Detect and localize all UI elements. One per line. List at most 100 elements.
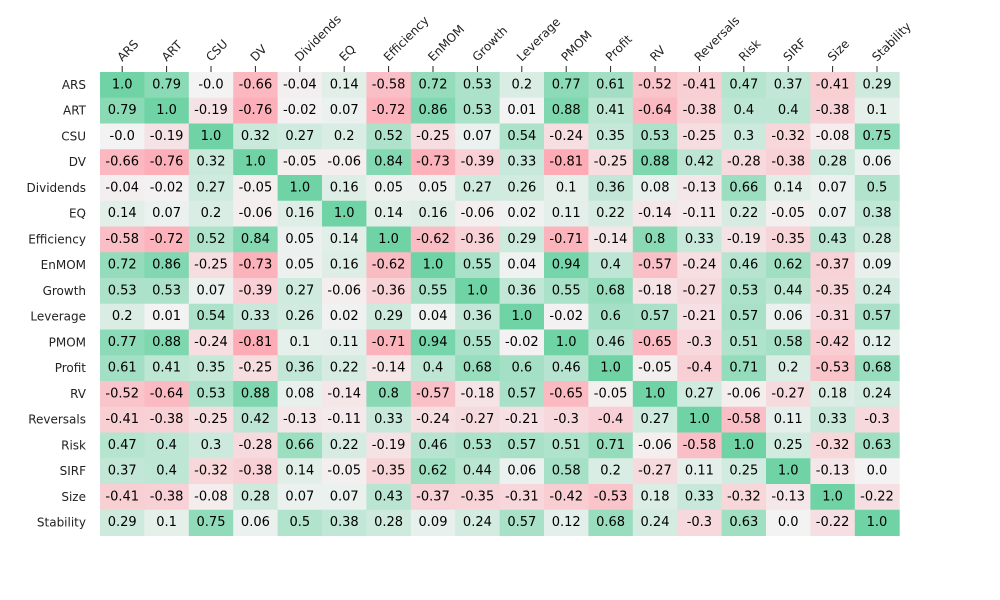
cell-value-label: 0.63: [729, 515, 758, 530]
cell-value-label: 0.1: [156, 515, 177, 530]
cell-value-label: 1.0: [467, 283, 488, 298]
cell-value-label: -0.08: [194, 489, 228, 504]
cell-value-label: 0.09: [419, 515, 448, 530]
heatmap-cell: [721, 226, 767, 253]
cell-value-label: 1.0: [511, 309, 532, 324]
cell-value-label: 0.38: [863, 206, 892, 221]
cell-value-label: -0.71: [372, 335, 406, 350]
heatmap-cell: [455, 72, 501, 99]
heatmap-cell: [810, 406, 856, 433]
heatmap-cell: [233, 278, 279, 305]
heatmap-cell: [499, 329, 545, 356]
heatmap-cell: [455, 175, 501, 202]
heatmap-cell: [188, 329, 234, 356]
heatmap-cell: [233, 149, 279, 176]
cell-value-label: 0.55: [463, 258, 492, 273]
heatmap-cell: [632, 484, 678, 511]
cell-value-label: -0.24: [194, 335, 228, 350]
cell-value-label: 0.04: [507, 258, 536, 273]
heatmap-cell: [544, 252, 589, 279]
heatmap-cell: [455, 406, 501, 433]
cell-value-label: -0.06: [239, 206, 273, 221]
heatmap-cell: [677, 226, 723, 253]
cell-value-label: 0.8: [378, 386, 399, 401]
cell-value-label: 0.42: [241, 412, 270, 427]
cell-value-label: -0.22: [860, 489, 894, 504]
heatmap-cell: [455, 278, 501, 305]
heatmap-cell: [854, 406, 900, 433]
heatmap-cell: [277, 355, 323, 382]
cell-value-label: -0.19: [194, 103, 228, 118]
heatmap-cell: [233, 355, 279, 382]
cell-value-label: 0.2: [201, 206, 222, 221]
cell-value-label: 0.27: [685, 386, 714, 401]
y-tick-label: Size: [61, 490, 86, 504]
heatmap-cell: [721, 72, 767, 99]
x-tick-label: Stability: [869, 19, 914, 64]
x-tick-label: Profit: [603, 32, 635, 64]
cell-value-label: 0.27: [285, 129, 314, 144]
cell-value-label: 0.14: [774, 180, 803, 195]
heatmap-cell: [410, 200, 456, 227]
cell-value-label: 0.29: [507, 232, 536, 247]
cell-value-label: 0.1: [867, 103, 888, 118]
heatmap-cell: [721, 149, 767, 176]
x-tick-label: Reversals: [692, 13, 743, 64]
cell-value-label: 0.16: [285, 206, 314, 221]
heatmap-cell: [499, 432, 545, 459]
heatmap-cell: [588, 226, 634, 253]
heatmap-cell: [766, 278, 811, 305]
cell-value-label: -0.13: [283, 412, 317, 427]
heatmap-cell: [766, 72, 811, 99]
heatmap-cell: [366, 123, 412, 150]
heatmap-cell: [721, 97, 767, 124]
heatmap-cell: [410, 509, 456, 536]
cell-value-label: -0.32: [727, 489, 761, 504]
heatmap-cell: [277, 381, 323, 408]
x-tick-label: DV: [248, 41, 271, 64]
x-tick-label: EQ: [336, 42, 358, 64]
cell-value-label: 0.58: [552, 464, 581, 479]
heatmap-cell: [144, 432, 190, 459]
cell-value-label: 0.86: [419, 103, 448, 118]
cell-value-label: 0.6: [511, 361, 532, 376]
cell-value-label: 0.71: [729, 361, 758, 376]
cell-value-label: 0.53: [463, 77, 492, 92]
cell-value-label: -0.24: [549, 129, 583, 144]
heatmap-cell: [366, 97, 412, 124]
cell-value-label: 0.11: [685, 464, 714, 479]
heatmap-cell: [366, 355, 412, 382]
cell-value-label: 0.37: [108, 464, 137, 479]
heatmap-cell: [588, 509, 634, 536]
heatmap-cell: [410, 381, 456, 408]
cell-value-label: 0.88: [241, 386, 270, 401]
cell-value-label: 0.11: [774, 412, 803, 427]
cell-value-label: -0.25: [416, 129, 450, 144]
cell-value-label: 0.2: [511, 77, 532, 92]
heatmap-cell: [366, 226, 412, 253]
cell-value-label: 0.02: [507, 206, 536, 221]
heatmap-cell: [322, 72, 367, 99]
cell-value-label: 0.33: [685, 232, 714, 247]
y-tick-label: EnMOM: [41, 258, 86, 272]
cell-value-label: 0.1: [289, 335, 310, 350]
cell-value-label: -0.41: [816, 77, 850, 92]
heatmap-cell: [677, 458, 723, 485]
heatmap-cell: [188, 458, 234, 485]
cell-value-label: -0.37: [416, 489, 450, 504]
heatmap-cell: [677, 509, 723, 536]
heatmap-cell: [677, 149, 723, 176]
cell-value-label: 1.0: [645, 386, 666, 401]
cell-value-label: -0.18: [461, 386, 495, 401]
cell-value-label: 0.4: [733, 103, 754, 118]
cell-value-label: -0.38: [771, 155, 805, 170]
cell-value-label: 0.2: [600, 464, 621, 479]
cell-value-label: 0.57: [507, 515, 536, 530]
heatmap-cell: [233, 175, 279, 202]
heatmap-cell: [277, 226, 323, 253]
heatmap-cell: [100, 226, 145, 253]
heatmap-cell: [455, 149, 501, 176]
heatmap-cell: [588, 432, 634, 459]
heatmap-cell: [721, 432, 767, 459]
heatmap-cell: [277, 303, 323, 330]
